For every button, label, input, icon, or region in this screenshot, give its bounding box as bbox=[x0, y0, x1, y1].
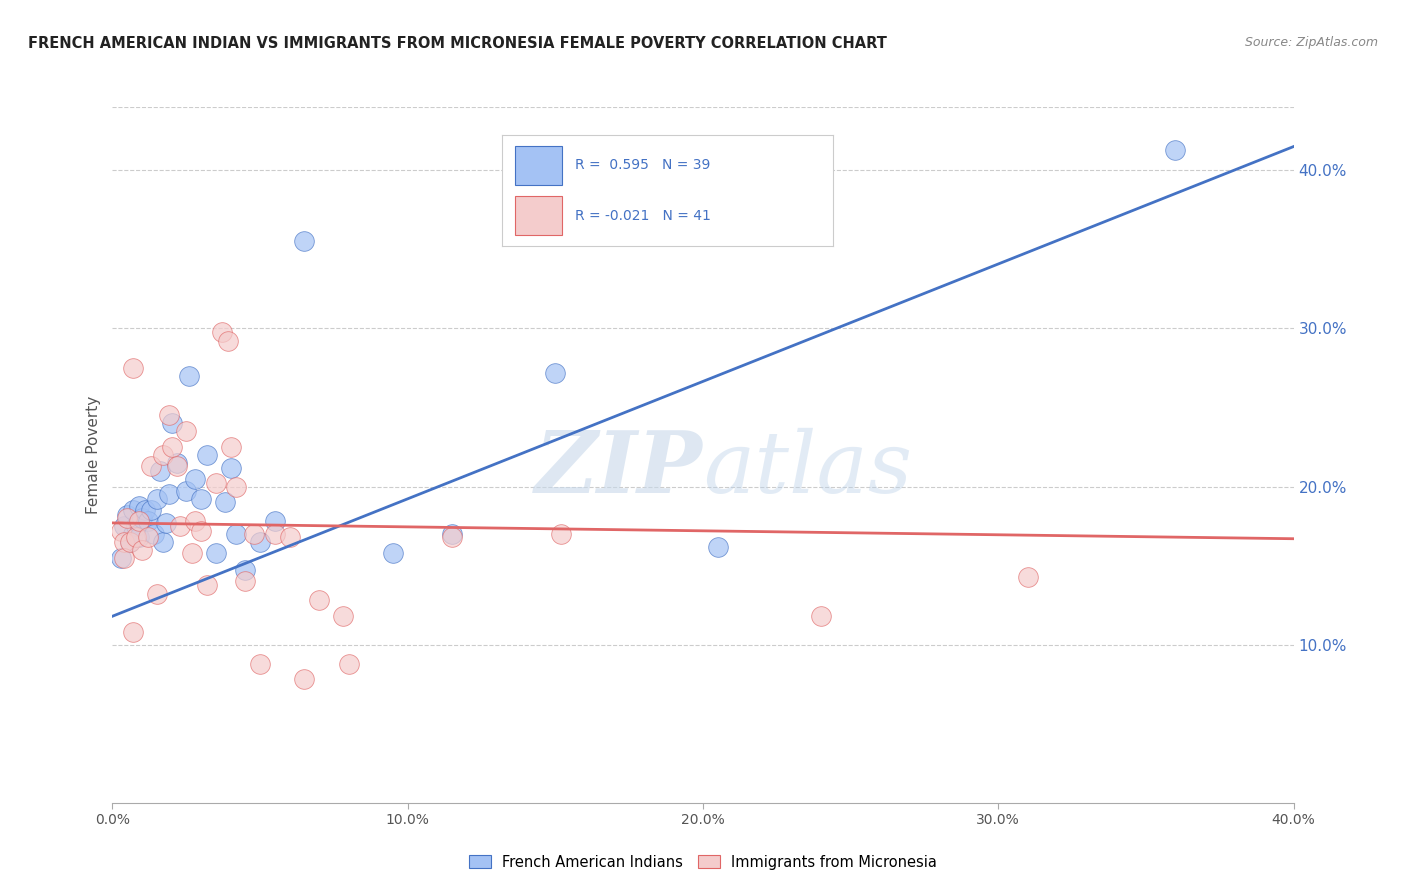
Point bbox=[110, 524, 132, 538]
Point bbox=[243, 527, 266, 541]
Point bbox=[166, 456, 188, 470]
Legend: French American Indians, Immigrants from Micronesia: French American Indians, Immigrants from… bbox=[463, 849, 943, 876]
Point bbox=[174, 484, 197, 499]
Point bbox=[136, 530, 159, 544]
Point bbox=[160, 417, 183, 431]
Point bbox=[441, 527, 464, 541]
Point bbox=[382, 546, 405, 560]
Point bbox=[117, 508, 138, 522]
Point bbox=[160, 440, 183, 454]
Text: atlas: atlas bbox=[703, 427, 912, 510]
Point bbox=[122, 503, 145, 517]
Point bbox=[128, 514, 150, 528]
Point bbox=[128, 530, 150, 544]
Point bbox=[122, 625, 145, 640]
Point bbox=[152, 448, 174, 462]
Point bbox=[155, 516, 177, 530]
Point bbox=[217, 334, 239, 348]
Point bbox=[117, 511, 138, 525]
Point bbox=[146, 587, 169, 601]
Point bbox=[157, 409, 180, 423]
Point bbox=[550, 527, 572, 541]
Point bbox=[128, 499, 150, 513]
Point bbox=[112, 534, 135, 549]
Point bbox=[195, 448, 218, 462]
Point bbox=[1164, 143, 1187, 157]
Point bbox=[195, 577, 218, 591]
Point bbox=[120, 534, 142, 549]
Point bbox=[332, 609, 354, 624]
Point bbox=[166, 458, 188, 473]
Point bbox=[157, 487, 180, 501]
Point bbox=[205, 546, 228, 560]
Point bbox=[264, 514, 287, 528]
Point bbox=[122, 527, 145, 541]
Point bbox=[125, 519, 148, 533]
Point bbox=[131, 542, 153, 557]
Point bbox=[122, 360, 145, 375]
Point bbox=[184, 514, 207, 528]
Point bbox=[337, 657, 360, 671]
Point bbox=[190, 492, 212, 507]
Point bbox=[125, 530, 148, 544]
Point bbox=[139, 503, 162, 517]
Text: Source: ZipAtlas.com: Source: ZipAtlas.com bbox=[1244, 36, 1378, 49]
Point bbox=[706, 540, 728, 554]
Point bbox=[219, 440, 242, 454]
Point bbox=[249, 657, 271, 671]
Point bbox=[181, 546, 204, 560]
Point bbox=[278, 530, 301, 544]
Text: FRENCH AMERICAN INDIAN VS IMMIGRANTS FROM MICRONESIA FEMALE POVERTY CORRELATION : FRENCH AMERICAN INDIAN VS IMMIGRANTS FRO… bbox=[28, 36, 887, 51]
Point bbox=[134, 503, 156, 517]
Point bbox=[146, 492, 169, 507]
Point bbox=[142, 527, 165, 541]
Point bbox=[233, 574, 256, 589]
Point bbox=[214, 495, 236, 509]
Point bbox=[139, 458, 162, 473]
Point bbox=[131, 511, 153, 525]
Point bbox=[149, 464, 172, 478]
Point bbox=[441, 530, 464, 544]
Point bbox=[152, 534, 174, 549]
Point bbox=[179, 368, 201, 383]
Point bbox=[225, 479, 247, 493]
Point bbox=[810, 609, 832, 624]
Point bbox=[308, 593, 330, 607]
Point bbox=[110, 550, 132, 565]
Point bbox=[190, 524, 212, 538]
Text: ZIP: ZIP bbox=[536, 427, 703, 510]
Point bbox=[205, 476, 228, 491]
Point bbox=[233, 563, 256, 577]
Point bbox=[264, 527, 287, 541]
Point bbox=[1017, 570, 1039, 584]
Point bbox=[184, 472, 207, 486]
Point bbox=[292, 235, 315, 249]
Point bbox=[169, 519, 191, 533]
Point bbox=[174, 424, 197, 438]
Point bbox=[219, 460, 242, 475]
Point bbox=[249, 534, 271, 549]
Point bbox=[136, 514, 159, 528]
Point bbox=[211, 325, 233, 339]
Point bbox=[112, 519, 135, 533]
Point bbox=[292, 673, 315, 687]
Y-axis label: Female Poverty: Female Poverty bbox=[86, 396, 101, 514]
Point bbox=[225, 527, 247, 541]
Point bbox=[112, 550, 135, 565]
Point bbox=[544, 366, 567, 380]
Point bbox=[120, 534, 142, 549]
